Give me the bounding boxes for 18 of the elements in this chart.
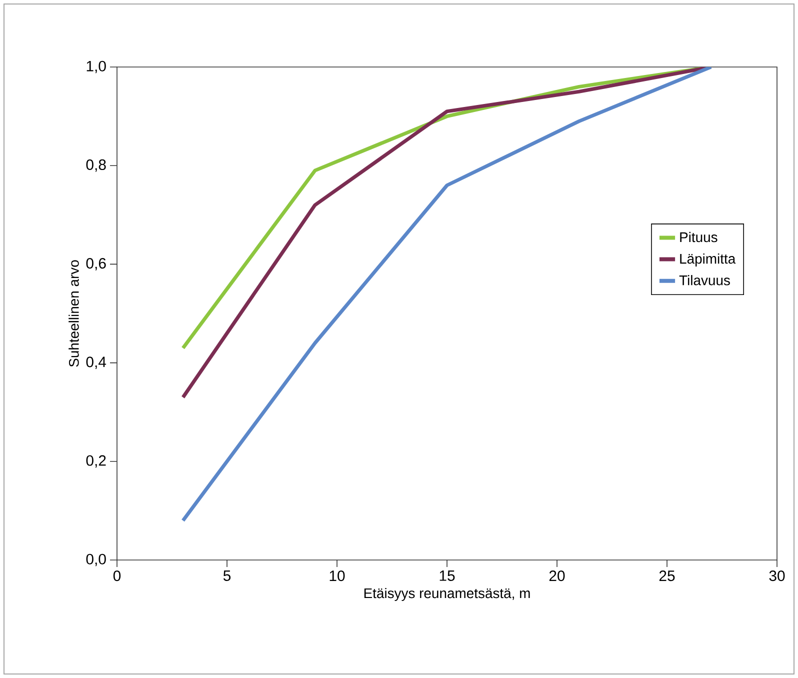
x-tick-label: 20 [549,570,565,582]
y-tick-label: 0,0 [86,554,106,566]
y-tick-label: 0,6 [86,258,106,270]
y-tick-label: 0,8 [86,159,106,172]
legend-label: Tilavuus [679,275,730,286]
x-tick-label: 10 [330,570,345,582]
legend-label: Läpimitta [680,253,736,266]
x-tick-label: 30 [769,570,785,582]
y-tick-label: 1,0 [86,60,106,74]
x-tick-label: 0 [113,570,121,582]
x-tick-label: 25 [659,570,675,582]
x-tick-label: 15 [440,570,455,581]
x-tick-label: 5 [223,570,231,581]
y-tick-label: 0,2 [86,455,106,468]
y-axis-title: Suhteellinen arvo [68,260,79,367]
legend-label: Pituus [680,232,718,242]
y-tick-label: 0,4 [86,356,106,369]
x-axis-title: Etäisyys reunametsästä, m [364,588,530,601]
